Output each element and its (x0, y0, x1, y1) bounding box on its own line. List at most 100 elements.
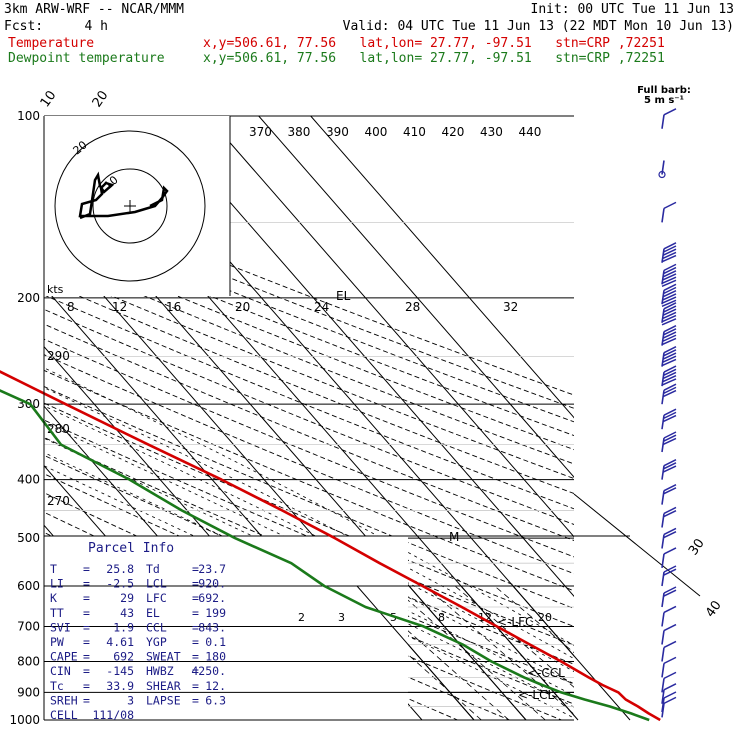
m-label: M (449, 530, 459, 544)
parcel-row-value2: 23.7 (198, 562, 226, 576)
mixing-ratio-line (357, 585, 510, 720)
parcel-row-value: -2.5 (106, 577, 134, 591)
dry-adiabat (44, 386, 574, 609)
parcel-eq2: = (192, 650, 199, 664)
panel-isotherm (460, 585, 579, 721)
parcel-row-value2: 4250. (191, 664, 226, 678)
wind-barb-staff (661, 270, 665, 285)
wind-barb-flag (663, 408, 677, 416)
parcel-eq: = (83, 620, 90, 634)
parcel-eq: = (83, 650, 90, 664)
pressure-label: 200 (17, 291, 40, 305)
wind-barb-flag (662, 465, 677, 473)
theta-e-label: 370 (249, 125, 272, 139)
temperature-tick-label: 10 (38, 88, 60, 110)
parcel-eq: = (83, 693, 90, 707)
mixing-ratio-label: 20 (538, 611, 552, 624)
parcel-row-label2: LFC (146, 591, 167, 605)
mixing-ratio-label: 3 (338, 611, 345, 624)
wind-barb-flag (662, 251, 677, 260)
wind-barb-flag (662, 273, 677, 281)
model-title: 3km ARW-WRF -- NCAR/MMM (4, 2, 184, 17)
pressure-label: 700 (17, 619, 40, 633)
wind-barb-flag (663, 266, 677, 275)
wind-barb-staff (661, 678, 665, 693)
dewpoint-profile (0, 389, 650, 722)
wind-barb-staff (661, 534, 665, 549)
wind-barb-flag (663, 383, 677, 391)
wind-barb-flag (662, 337, 677, 346)
lfc-label: <-LFC (497, 615, 533, 629)
wind-barb (661, 431, 677, 453)
profiles (0, 370, 661, 722)
wind-barb (661, 263, 677, 288)
mixing-row-label: 8 (67, 300, 75, 314)
wind-barb-flag (662, 270, 677, 278)
wind-barb-flag (662, 334, 677, 342)
parcel-eq: = (83, 577, 90, 591)
wind-barb-flag (662, 331, 677, 339)
parcel-row-label2: SHEAR (146, 679, 181, 693)
wind-barb-flag (662, 437, 677, 446)
wind-barb-flag (663, 506, 677, 515)
parcel-eq2: = (192, 664, 199, 678)
wind-barb-flag (663, 487, 677, 495)
hodograph-ring-inner (92, 168, 168, 244)
legend-temperature-label: Temperature (8, 36, 94, 51)
parcel-eq: = (83, 562, 90, 576)
wind-barb (661, 365, 677, 387)
wind-barb (661, 656, 677, 678)
parcel-row-label: PW (50, 635, 64, 649)
wind-barb-staff (661, 571, 665, 587)
parcel-row-label: SVI (50, 620, 71, 634)
wind-barb-flag (662, 371, 677, 380)
dry-adiabat (44, 294, 574, 510)
wind-barb (661, 458, 677, 480)
mixing-row-label: 16 (166, 300, 181, 314)
dry-adiabat (44, 239, 574, 451)
wind-barb-flag (662, 358, 677, 367)
level-annotations: EL M <-LFC <-CCL <-LCL (336, 289, 565, 702)
parcel-row-label: CELL (50, 708, 78, 722)
mixing-row-label: 12 (112, 300, 127, 314)
wind-barb-flag (663, 365, 677, 373)
wind-barb-staff (661, 612, 665, 627)
pressure-label: 500 (17, 531, 40, 545)
wind-barb (661, 691, 677, 713)
parcel-row-value: -145 (106, 664, 134, 678)
wind-barb-staff (661, 331, 665, 346)
mixing-ratio-line (391, 585, 546, 720)
wind-barb-flag (661, 299, 677, 307)
theta-label: 290 (47, 349, 70, 363)
dry-adiabat (44, 369, 574, 592)
wind-barb (661, 640, 677, 662)
mixing-row-label: 24 (314, 300, 329, 314)
wind-barb-flag (662, 414, 677, 423)
dry-adiabat (44, 226, 574, 437)
wind-barb-flag (663, 691, 677, 699)
temperature-tick-label: 20 (90, 88, 112, 110)
wind-barb-flag (663, 349, 677, 357)
parcel-eq2: = (192, 635, 199, 649)
mixing-row-label: 28 (405, 300, 420, 314)
wind-barb-staff (661, 208, 665, 223)
wind-barb-staff (661, 114, 665, 129)
wind-barb-flag (663, 245, 677, 253)
wind-barb-flag (663, 368, 677, 376)
wind-barb (661, 565, 677, 587)
wind-barb (661, 324, 677, 346)
el-label: EL (336, 289, 351, 303)
wind-barb (661, 586, 677, 608)
hodograph-trace (78, 171, 169, 220)
wind-barb-flag (663, 434, 677, 442)
panel-isotherm (408, 585, 527, 721)
wind-barb-flag (662, 311, 677, 320)
dry-adiabat (44, 323, 574, 541)
wind-barb-staff (661, 248, 665, 263)
parcel-row-label2: CCL (146, 620, 167, 634)
parcel-row-value: 3 (127, 693, 134, 707)
wind-barb-flag (662, 248, 677, 256)
wind-barb-staff (661, 465, 665, 480)
theta-e-label: 410 (403, 125, 426, 139)
hodograph-panel (44, 116, 230, 296)
